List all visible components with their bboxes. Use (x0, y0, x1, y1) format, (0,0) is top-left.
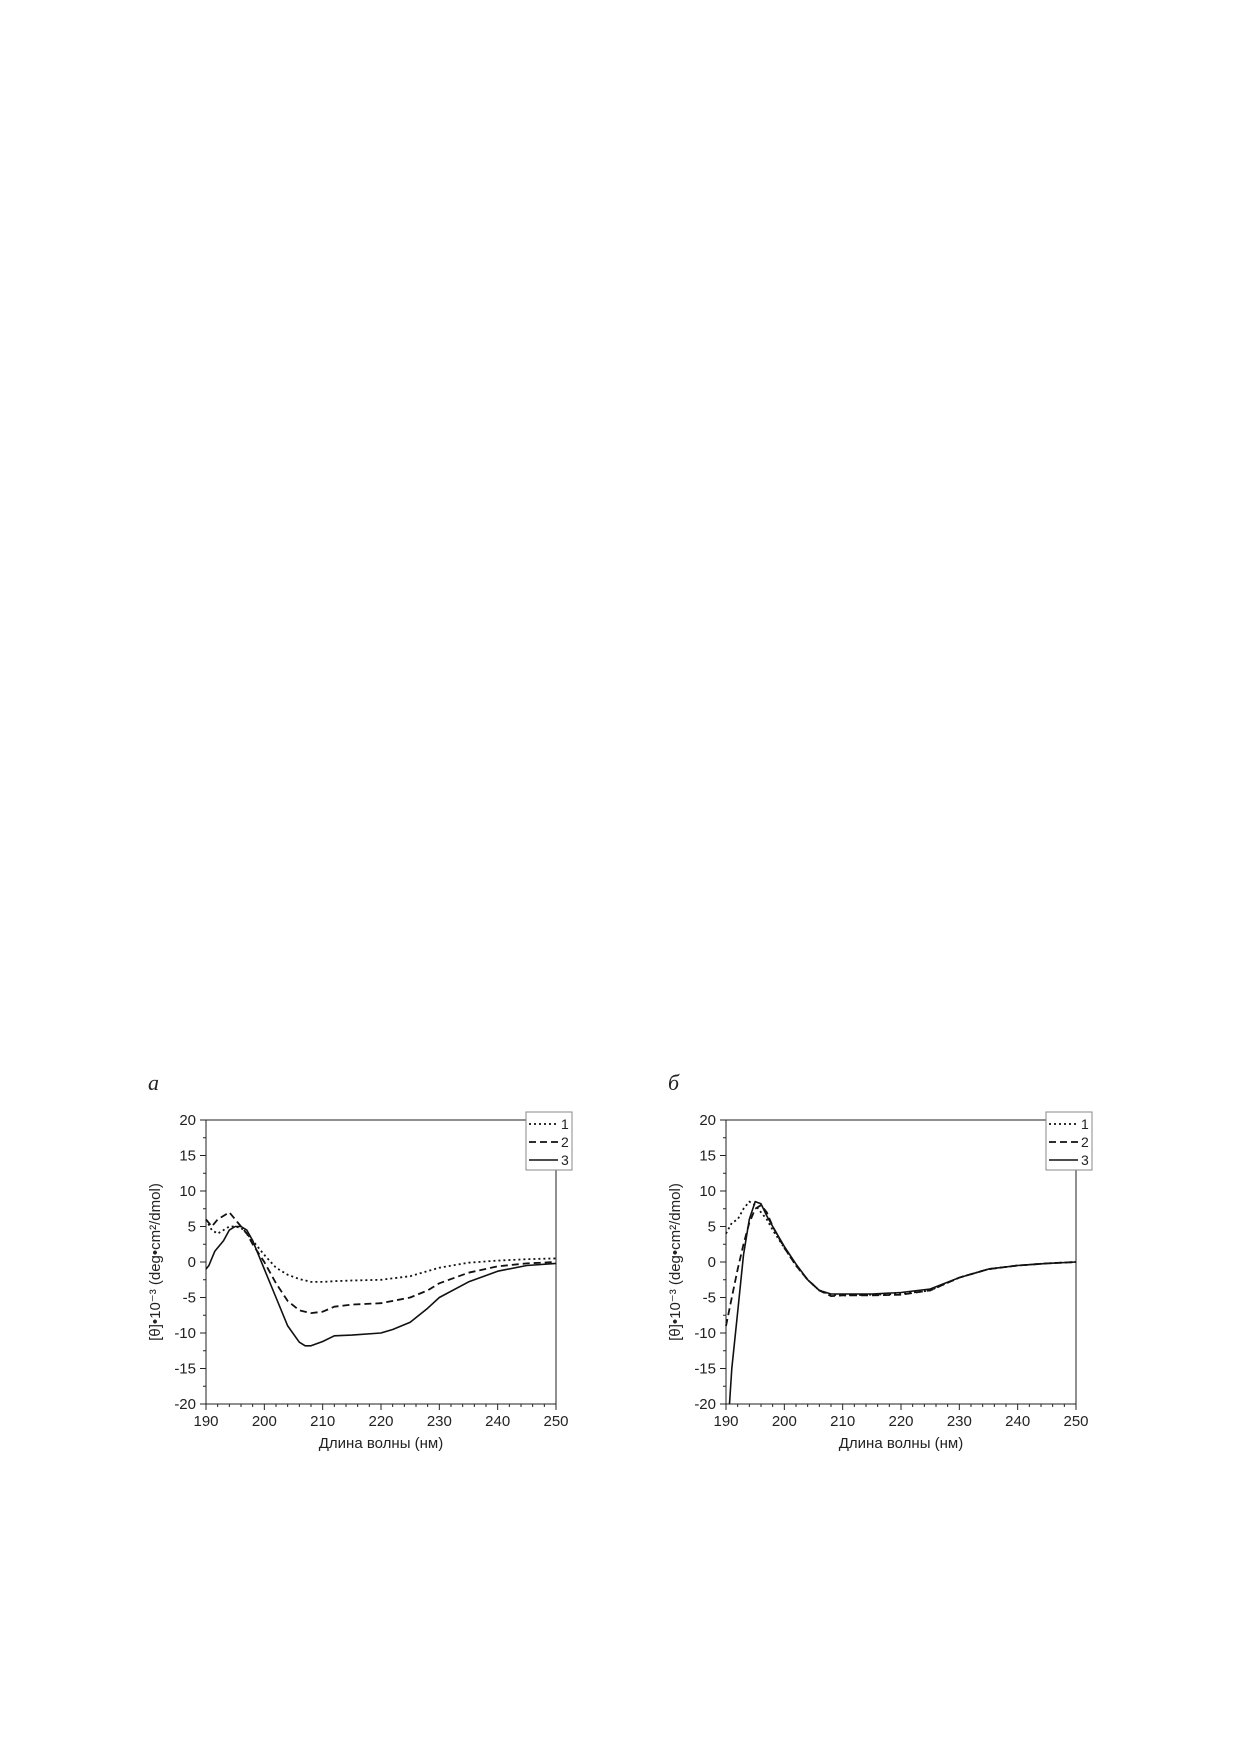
x-tick-label: 250 (543, 1413, 568, 1430)
x-tick-label: 200 (252, 1413, 277, 1430)
panel-label-a: a (148, 1070, 159, 1095)
y-tick-label: -10 (174, 1325, 196, 1342)
series-line-1 (205, 1218, 557, 1283)
chart-panel-b: б 190 200 210 220 230 240 250 20 15 10 5 0 -5 -10 -15 -… (660, 1070, 1130, 1480)
x-axis-title: Длина волны (нм) (839, 1435, 963, 1452)
y-tick-label: -20 (694, 1396, 716, 1413)
x-tick-label: 240 (485, 1413, 510, 1430)
legend-label-1: 1 (1081, 1116, 1089, 1132)
x-tick-label: 200 (772, 1413, 797, 1430)
y-tick-label: 20 (699, 1112, 716, 1129)
legend-label-2: 2 (561, 1134, 569, 1150)
chart-a-svg: 190 200 210 220 230 240 250 20 15 10 5 0 -5 -10 -15 -20… (147, 1111, 573, 1452)
series-line-3 (728, 1200, 1077, 1405)
series-line-1 (725, 1200, 1077, 1297)
legend: 1 2 3 (525, 1111, 573, 1171)
x-tick-label: 190 (193, 1413, 218, 1430)
y-tick-label: -5 (183, 1290, 196, 1307)
y-tick-label: 20 (179, 1112, 196, 1129)
x-tick-label: 220 (888, 1413, 913, 1430)
x-tick-label: 230 (947, 1413, 972, 1430)
legend-label-3: 3 (1081, 1152, 1089, 1168)
x-tick-label: 240 (1005, 1413, 1030, 1430)
y-tick-label: 10 (699, 1183, 716, 1200)
plot-frame (205, 1119, 557, 1405)
y-tick-label: 0 (188, 1254, 196, 1271)
series-line-3 (205, 1225, 557, 1347)
y-tick-label: -20 (174, 1396, 196, 1413)
plot-frame (725, 1119, 1077, 1405)
chart-panel-a: a 190 200 210 220 230 240 250 20 15 10 5 0 -5 -10 -15 -… (140, 1070, 610, 1480)
x-axis-title: Длина волны (нм) (319, 1435, 443, 1452)
y-tick-label: 10 (179, 1183, 196, 1200)
x-tick-label: 250 (1063, 1413, 1088, 1430)
y-axis-title: [θ]•10⁻³ (deg•cm²/dmol) (667, 1183, 684, 1341)
y-tick-label: 15 (699, 1148, 716, 1165)
y-tick-label: 5 (708, 1219, 716, 1236)
series-line-2 (205, 1211, 557, 1314)
y-tick-label: 5 (188, 1219, 196, 1236)
legend-label-3: 3 (561, 1152, 569, 1168)
y-axis-title: [θ]•10⁻³ (deg•cm²/dmol) (147, 1183, 164, 1341)
y-tick-label: -5 (703, 1290, 716, 1307)
chart-b-svg: 190 200 210 220 230 240 250 20 15 10 5 0 -5 -10 -15 -20… (667, 1111, 1093, 1452)
y-tick-label: -15 (694, 1361, 716, 1378)
legend-label-1: 1 (561, 1116, 569, 1132)
panel-label-b: б (668, 1070, 680, 1095)
x-tick-label: 220 (368, 1413, 393, 1430)
legend: 1 2 3 (1045, 1111, 1093, 1171)
x-tick-label: 210 (830, 1413, 855, 1430)
y-tick-label: -15 (174, 1361, 196, 1378)
y-tick-label: 0 (708, 1254, 716, 1271)
x-tick-label: 210 (310, 1413, 335, 1430)
y-tick-label: -10 (694, 1325, 716, 1342)
x-tick-label: 230 (427, 1413, 452, 1430)
legend-label-2: 2 (1081, 1134, 1089, 1150)
y-tick-label: 15 (179, 1148, 196, 1165)
x-tick-label: 190 (713, 1413, 738, 1430)
